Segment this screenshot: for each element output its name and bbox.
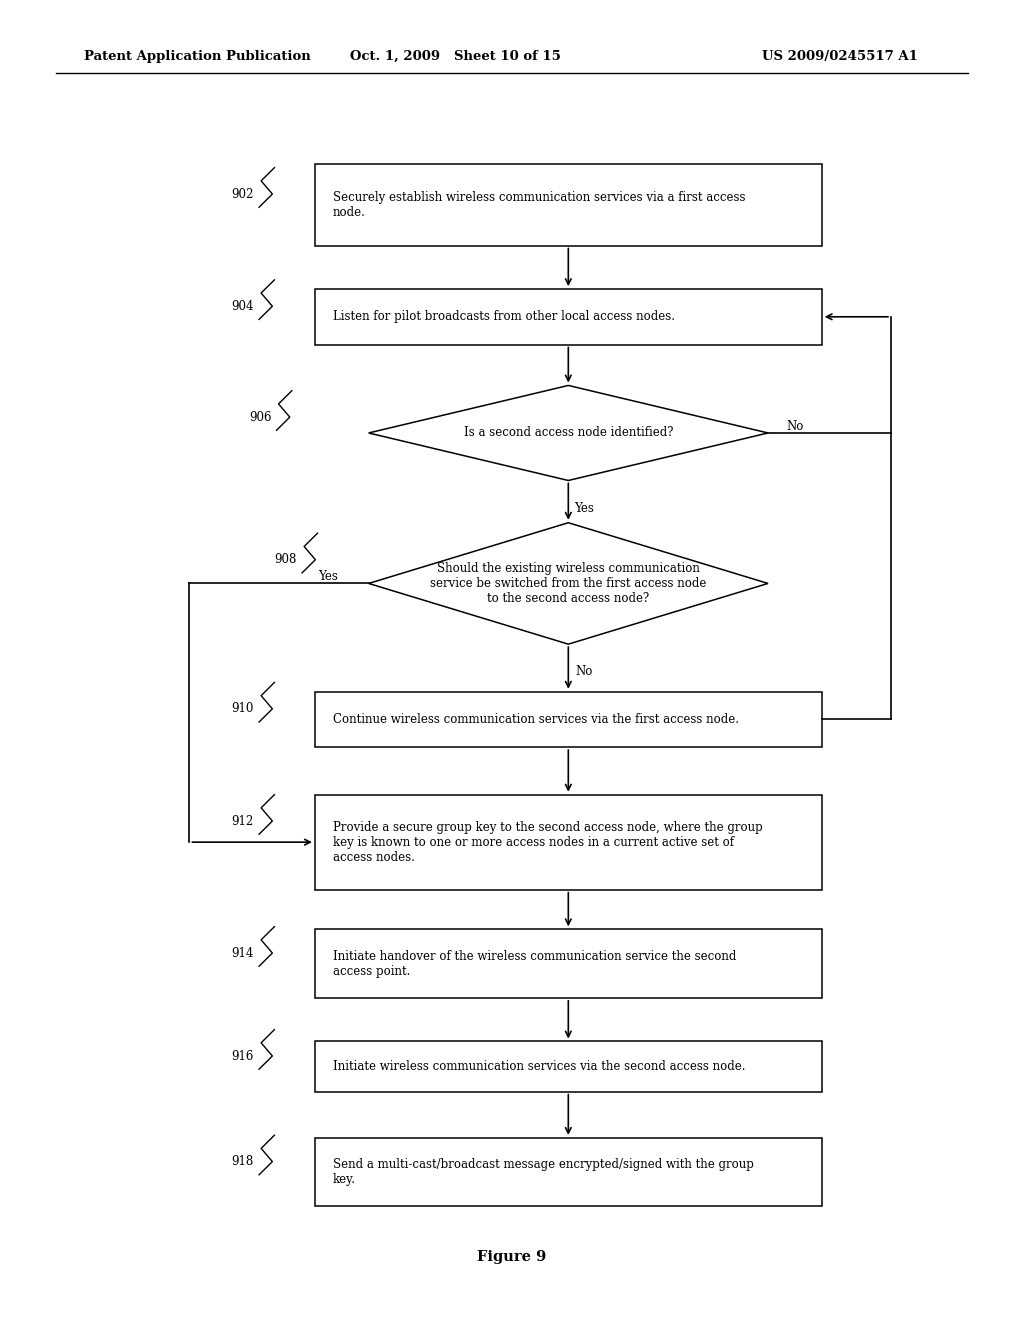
Text: Patent Application Publication: Patent Application Publication [84,50,310,63]
Text: 918: 918 [231,1155,254,1168]
FancyBboxPatch shape [315,164,821,246]
Text: Figure 9: Figure 9 [477,1250,547,1263]
Text: Provide a secure group key to the second access node, where the group
key is kno: Provide a secure group key to the second… [333,821,763,863]
Text: No: No [575,665,592,678]
FancyBboxPatch shape [315,1041,821,1092]
Text: Initiate wireless communication services via the second access node.: Initiate wireless communication services… [333,1060,745,1073]
FancyBboxPatch shape [315,929,821,998]
Text: 912: 912 [231,814,254,828]
Text: Initiate handover of the wireless communication service the second
access point.: Initiate handover of the wireless commun… [333,949,736,978]
FancyBboxPatch shape [315,692,821,747]
Text: Continue wireless communication services via the first access node.: Continue wireless communication services… [333,713,738,726]
Polygon shape [369,523,768,644]
Text: Yes: Yes [573,502,594,515]
FancyBboxPatch shape [315,795,821,890]
Text: Send a multi-cast/broadcast message encrypted/signed with the group
key.: Send a multi-cast/broadcast message encr… [333,1158,754,1187]
Text: 910: 910 [231,702,254,715]
FancyBboxPatch shape [315,1138,821,1206]
Text: US 2009/0245517 A1: US 2009/0245517 A1 [762,50,918,63]
Text: 914: 914 [231,946,254,960]
Text: Oct. 1, 2009   Sheet 10 of 15: Oct. 1, 2009 Sheet 10 of 15 [350,50,561,63]
Text: Should the existing wireless communication
service be switched from the first ac: Should the existing wireless communicati… [430,562,707,605]
Text: 916: 916 [231,1049,254,1063]
Text: 906: 906 [249,411,271,424]
Text: 902: 902 [231,187,254,201]
Text: Securely establish wireless communication services via a first access
node.: Securely establish wireless communicatio… [333,190,745,219]
Text: Yes: Yes [318,570,338,583]
Polygon shape [369,385,768,480]
FancyBboxPatch shape [315,289,821,345]
Text: Listen for pilot broadcasts from other local access nodes.: Listen for pilot broadcasts from other l… [333,310,675,323]
Text: 908: 908 [274,553,297,566]
Text: Is a second access node identified?: Is a second access node identified? [464,426,673,440]
Text: No: No [786,420,804,433]
Text: 904: 904 [231,300,254,313]
